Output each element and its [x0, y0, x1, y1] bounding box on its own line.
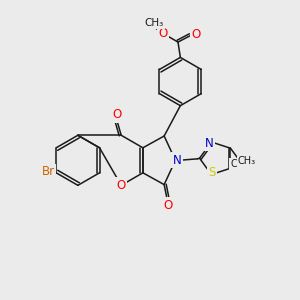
- Text: CH₃: CH₃: [144, 18, 164, 28]
- Text: Br: Br: [41, 165, 55, 178]
- Text: O: O: [158, 27, 167, 40]
- Text: N: N: [172, 154, 181, 167]
- Text: O: O: [192, 28, 201, 40]
- Text: CH₃: CH₃: [230, 159, 249, 169]
- Text: O: O: [117, 179, 126, 192]
- Text: N: N: [205, 137, 213, 150]
- Text: CH₃: CH₃: [238, 156, 256, 166]
- Text: O: O: [112, 108, 122, 121]
- Text: S: S: [208, 166, 216, 178]
- Text: O: O: [164, 199, 172, 212]
